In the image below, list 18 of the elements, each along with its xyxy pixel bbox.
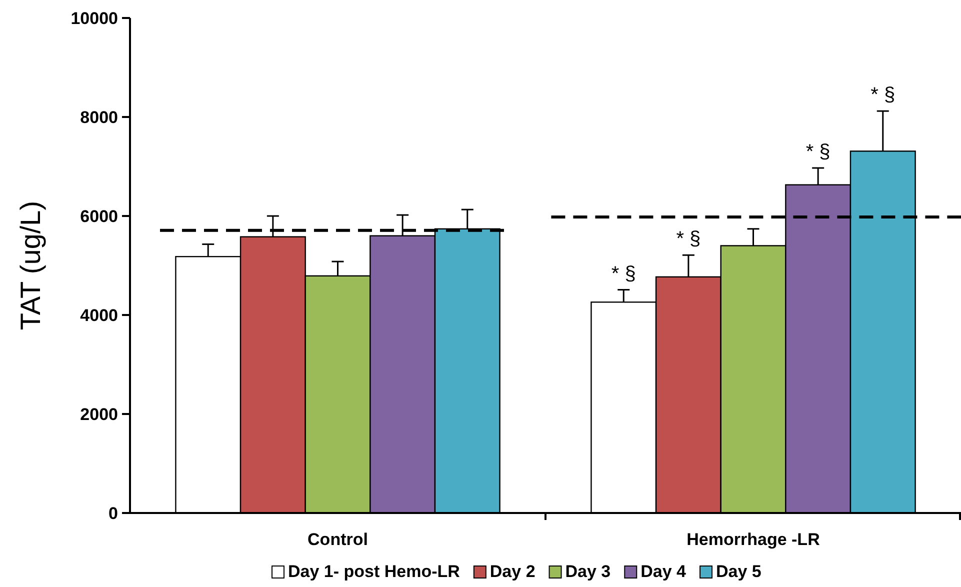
legend-label: Day 5 [716,562,762,581]
y-tick-label: 8000 [80,108,118,127]
legend-label: Day 2 [490,562,536,581]
annotation: * § [676,228,701,250]
annotation: * § [611,262,636,285]
y-tick-label: 0 [108,504,118,523]
annotation: * § [870,84,896,106]
y-tick-label: 2000 [80,404,118,424]
x-tick-label: Control [308,530,368,549]
y-tick-label: 10000 [70,8,118,28]
legend-label: Day 1- post Hemo-LR [288,562,460,581]
annotation: * § [806,140,830,163]
legend-label: Day 4 [640,562,687,581]
x-tick-label: Hemorrhage -LR [686,530,820,549]
y-tick-label: 6000 [80,206,118,226]
legend-label: Day 3 [565,562,611,581]
y-axis-title: TAT (ug/L) [15,200,46,330]
y-tick-label: 4000 [80,306,118,325]
